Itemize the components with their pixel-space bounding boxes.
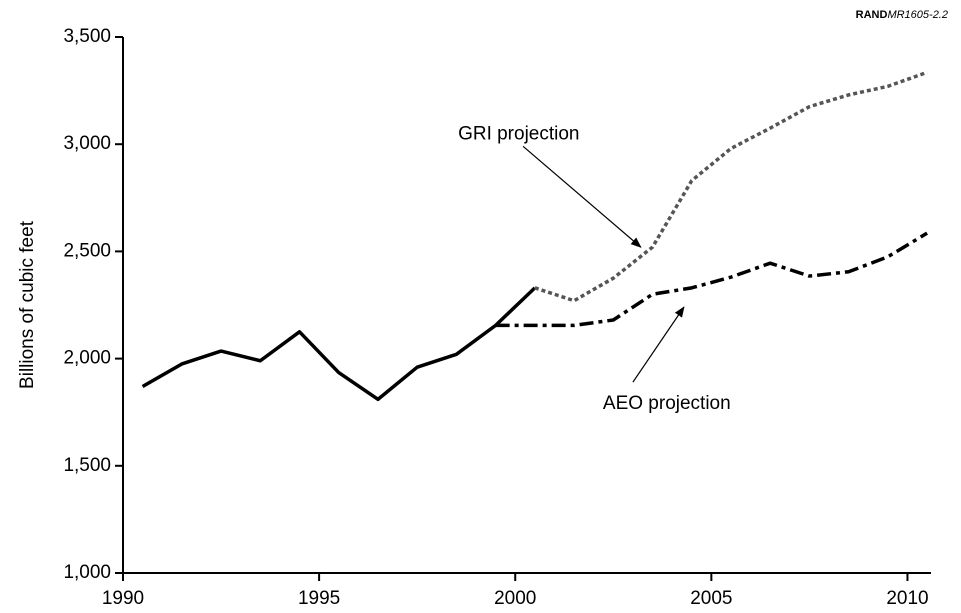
x-tick-label: 1990 [102, 588, 144, 609]
y-tick-label: 3,500 [63, 26, 111, 47]
y-tick-label: 2,000 [63, 348, 111, 369]
x-tick-label: 1995 [298, 588, 340, 609]
y-tick-label: 3,000 [63, 133, 111, 154]
y-tick-label: 1,500 [63, 455, 111, 476]
y-axis-label: Billions of cubic feet [17, 220, 38, 389]
credit: RANDMR1605-2.2 [856, 9, 948, 21]
x-tick-label: 2005 [690, 588, 732, 609]
annotation-arrow [522, 145, 642, 248]
credit-id: MR1605-2.2 [887, 9, 948, 21]
series-line [534, 70, 928, 303]
series-line [495, 231, 928, 328]
annotation-text: GRI projection [458, 123, 579, 144]
x-tick-label: 2010 [886, 588, 928, 609]
annotation-arrow [632, 306, 685, 383]
series-line [141, 286, 537, 402]
y-tick-label: 1,000 [63, 562, 111, 583]
credit-org: RAND [856, 9, 888, 21]
y-tick-label: 2,500 [63, 240, 111, 261]
annotation-text: AEO projection [603, 393, 731, 414]
x-tick-label: 2000 [494, 588, 536, 609]
